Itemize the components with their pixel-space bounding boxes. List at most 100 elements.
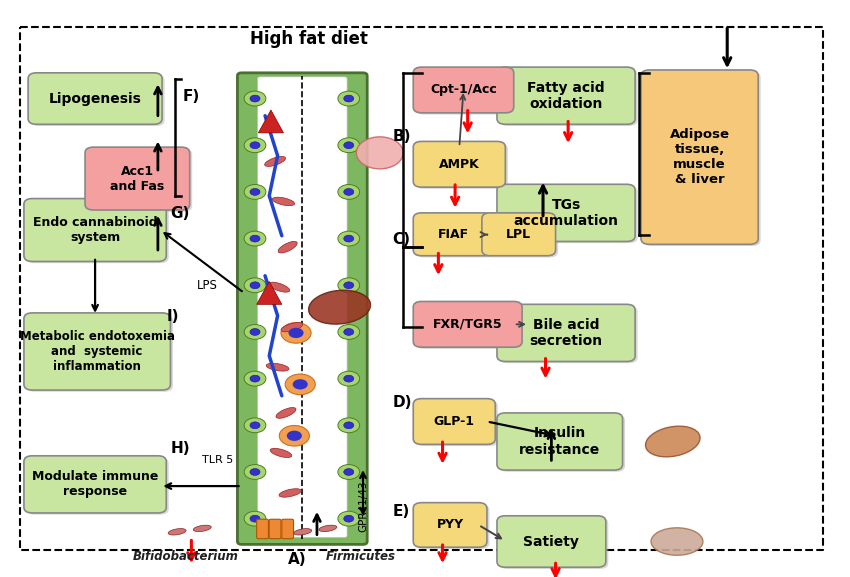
FancyBboxPatch shape <box>500 518 609 569</box>
FancyBboxPatch shape <box>85 147 190 210</box>
Circle shape <box>244 324 266 339</box>
FancyBboxPatch shape <box>26 458 169 515</box>
Circle shape <box>338 418 360 433</box>
Circle shape <box>244 464 266 479</box>
FancyBboxPatch shape <box>497 184 635 241</box>
Circle shape <box>343 328 354 335</box>
FancyBboxPatch shape <box>258 77 347 538</box>
Text: AMPK: AMPK <box>439 158 479 171</box>
FancyBboxPatch shape <box>497 67 635 124</box>
Text: G): G) <box>171 207 190 222</box>
Circle shape <box>343 95 354 102</box>
FancyBboxPatch shape <box>500 186 638 243</box>
FancyBboxPatch shape <box>413 213 493 256</box>
Ellipse shape <box>272 197 295 205</box>
Circle shape <box>338 278 360 293</box>
Circle shape <box>281 323 311 343</box>
Text: D): D) <box>393 395 411 410</box>
Text: F): F) <box>183 89 201 104</box>
Text: H): H) <box>171 441 190 456</box>
Ellipse shape <box>269 282 290 292</box>
Text: Endo cannabinoid
system: Endo cannabinoid system <box>33 216 157 244</box>
FancyBboxPatch shape <box>416 69 516 115</box>
FancyBboxPatch shape <box>484 215 558 257</box>
Ellipse shape <box>266 364 289 371</box>
FancyBboxPatch shape <box>500 69 638 126</box>
FancyBboxPatch shape <box>269 519 281 539</box>
Circle shape <box>338 231 360 246</box>
FancyBboxPatch shape <box>413 399 496 444</box>
Circle shape <box>286 430 302 441</box>
Circle shape <box>356 137 403 169</box>
Circle shape <box>288 328 303 338</box>
Text: TLR 5: TLR 5 <box>202 455 234 464</box>
Circle shape <box>343 282 354 288</box>
FancyBboxPatch shape <box>413 503 487 547</box>
Text: LPL: LPL <box>506 228 531 241</box>
Circle shape <box>343 515 354 522</box>
Text: Bifidobacterium: Bifidobacterium <box>133 550 239 563</box>
Text: GPR41/43: GPR41/43 <box>359 481 369 532</box>
FancyBboxPatch shape <box>416 400 498 446</box>
Text: C): C) <box>393 232 411 247</box>
FancyBboxPatch shape <box>497 413 622 470</box>
Circle shape <box>338 511 360 526</box>
Circle shape <box>244 231 266 246</box>
Ellipse shape <box>309 290 371 324</box>
Text: Fatty acid
oxidation: Fatty acid oxidation <box>527 81 605 111</box>
Ellipse shape <box>651 528 703 555</box>
FancyBboxPatch shape <box>24 456 167 513</box>
FancyBboxPatch shape <box>416 303 524 349</box>
Circle shape <box>250 422 260 429</box>
Circle shape <box>250 515 260 522</box>
Circle shape <box>250 189 260 196</box>
Text: FXR/TGR5: FXR/TGR5 <box>433 318 502 331</box>
Circle shape <box>338 324 360 339</box>
Circle shape <box>244 91 266 106</box>
FancyBboxPatch shape <box>26 314 173 392</box>
FancyBboxPatch shape <box>416 504 490 549</box>
FancyBboxPatch shape <box>31 74 165 126</box>
Text: GLP-1: GLP-1 <box>434 415 475 428</box>
Text: High fat diet: High fat diet <box>250 29 367 47</box>
Text: Cpt-1/Acc: Cpt-1/Acc <box>430 84 497 96</box>
Ellipse shape <box>645 426 700 457</box>
Ellipse shape <box>264 156 286 166</box>
Circle shape <box>338 464 360 479</box>
Text: Firmicutes: Firmicutes <box>326 550 395 563</box>
Circle shape <box>285 374 315 395</box>
Circle shape <box>250 282 260 288</box>
Circle shape <box>343 235 354 242</box>
Text: Satiety: Satiety <box>524 534 580 549</box>
FancyBboxPatch shape <box>497 304 635 361</box>
FancyBboxPatch shape <box>413 67 513 113</box>
Ellipse shape <box>279 489 301 497</box>
Text: A): A) <box>287 552 306 567</box>
Circle shape <box>250 469 260 475</box>
Circle shape <box>250 142 260 149</box>
FancyBboxPatch shape <box>497 516 606 567</box>
FancyBboxPatch shape <box>413 301 522 347</box>
Text: FIAF: FIAF <box>438 228 468 241</box>
Circle shape <box>338 138 360 153</box>
Circle shape <box>244 371 266 386</box>
FancyBboxPatch shape <box>416 143 507 189</box>
Text: B): B) <box>393 129 411 144</box>
Circle shape <box>250 95 260 102</box>
Circle shape <box>343 469 354 475</box>
FancyBboxPatch shape <box>237 73 367 544</box>
FancyBboxPatch shape <box>500 306 638 363</box>
FancyBboxPatch shape <box>282 519 293 539</box>
FancyBboxPatch shape <box>500 415 625 472</box>
Text: Insulin
resistance: Insulin resistance <box>519 426 600 456</box>
Polygon shape <box>258 110 283 133</box>
Text: Metabolic endotoxemia
and  systemic
inflammation: Metabolic endotoxemia and systemic infla… <box>20 330 175 373</box>
FancyBboxPatch shape <box>643 72 761 246</box>
FancyBboxPatch shape <box>24 198 167 261</box>
Text: Adipose
tissue,
muscle
& liver: Adipose tissue, muscle & liver <box>670 128 729 186</box>
FancyBboxPatch shape <box>88 149 192 212</box>
FancyBboxPatch shape <box>482 213 556 256</box>
Ellipse shape <box>193 525 211 531</box>
Ellipse shape <box>281 323 303 332</box>
Circle shape <box>250 328 260 335</box>
